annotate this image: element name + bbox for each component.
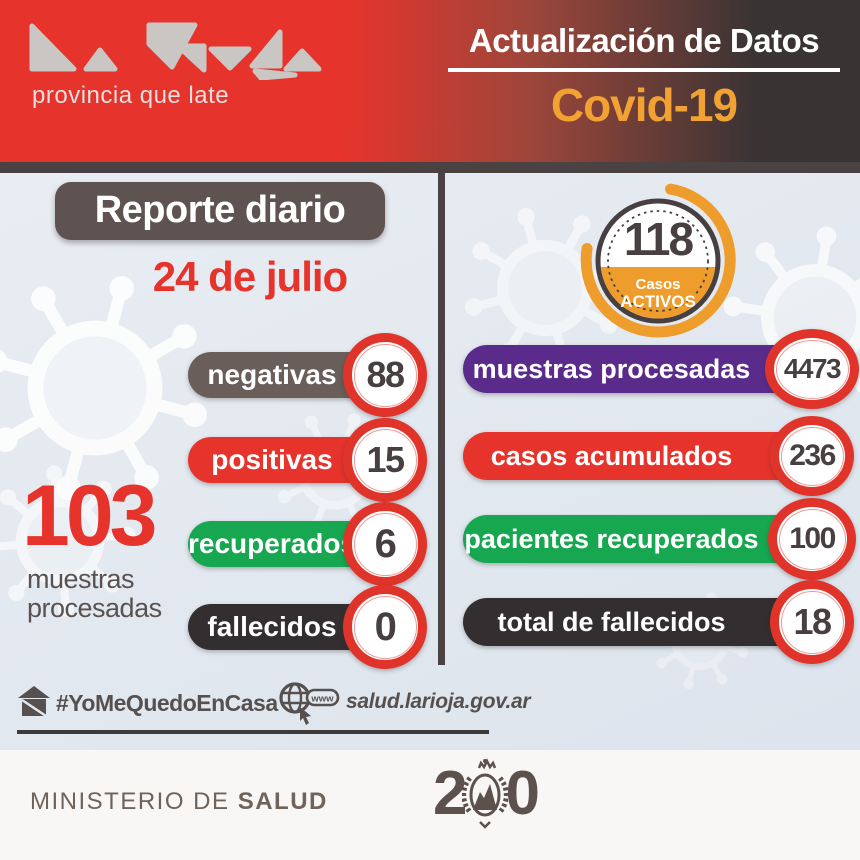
- report-date: 24 de julio: [152, 253, 348, 300]
- total-pill-fallecidos: total de fallecidos: [463, 598, 808, 646]
- total-value-badge-fallecidos: 18: [770, 580, 854, 664]
- stat-value-badge-fallecidos: 0: [343, 585, 427, 669]
- total-value: 18: [793, 601, 832, 642]
- house-icon: [18, 686, 50, 718]
- total-pill-acumulados: casos acumulados: [463, 432, 808, 480]
- header-title-block: Actualización de Datos Covid-19: [448, 22, 840, 132]
- footer: MINISTERIO DE SALUD 2 0 GOBIER: [0, 750, 860, 860]
- ministry-label: MINISTERIO DE SALUD: [30, 788, 328, 815]
- total-pill-muestras: muestras procesadas: [463, 345, 808, 393]
- stay-home-hashtag: #YoMeQuedoEnCasa: [56, 690, 278, 716]
- total-value: 100: [789, 522, 836, 555]
- stat-value-badge-recuperados: 6: [343, 502, 427, 586]
- daily-samples-label: muestras procesadas: [27, 564, 162, 624]
- total-value-badge-recuperados: 100: [768, 498, 856, 580]
- www-label: www: [310, 694, 334, 705]
- cursor-arrow-icon: [300, 707, 311, 725]
- active-cases-label2: ACTIVOS: [620, 292, 696, 311]
- stat-value-badge-negativas: 88: [343, 333, 427, 417]
- stat-value: 0: [374, 604, 397, 649]
- stat-value: 88: [366, 354, 405, 395]
- total-pill-recuperados: pacientes recuperados: [463, 515, 808, 563]
- globe-www-icon: www: [279, 682, 340, 725]
- column-divider: [438, 173, 445, 665]
- header-banner: provincia que late Actualización de Dato…: [0, 0, 860, 162]
- info-divider-line: [17, 730, 489, 734]
- page-title: Actualización de Datos: [468, 22, 820, 59]
- website-url: salud.larioja.gov.ar: [346, 690, 531, 713]
- bicentennial-logo: 2 0: [433, 756, 540, 830]
- title-underline: [448, 68, 840, 72]
- report-title-badge: Reporte diario: [55, 182, 385, 240]
- stat-value: 6: [374, 521, 397, 566]
- logo-tagline: provincia que late: [32, 82, 230, 109]
- stat-value-badge-positivas: 15: [343, 418, 427, 502]
- active-cases-value: 118: [624, 213, 694, 265]
- active-cases-badge: 118 Casos ACTIVOS: [580, 183, 736, 338]
- stat-value: 15: [366, 439, 405, 480]
- total-value: 236: [789, 439, 836, 472]
- total-value: 4473: [783, 353, 842, 384]
- la-rioja-triangles-logo: [29, 22, 322, 80]
- bicentennial-emblem: [462, 758, 509, 829]
- page-subtitle: Covid-19: [550, 79, 738, 131]
- total-value-badge-muestras: 4473: [765, 329, 859, 409]
- daily-samples-value: 103: [22, 468, 157, 564]
- total-value-badge-acumulados: 236: [770, 416, 854, 496]
- header-separator-bar: [0, 162, 860, 173]
- report-body: Reporte diario 24 de julio negativas 88 …: [0, 173, 860, 750]
- active-cases-label1: Casos: [635, 276, 680, 293]
